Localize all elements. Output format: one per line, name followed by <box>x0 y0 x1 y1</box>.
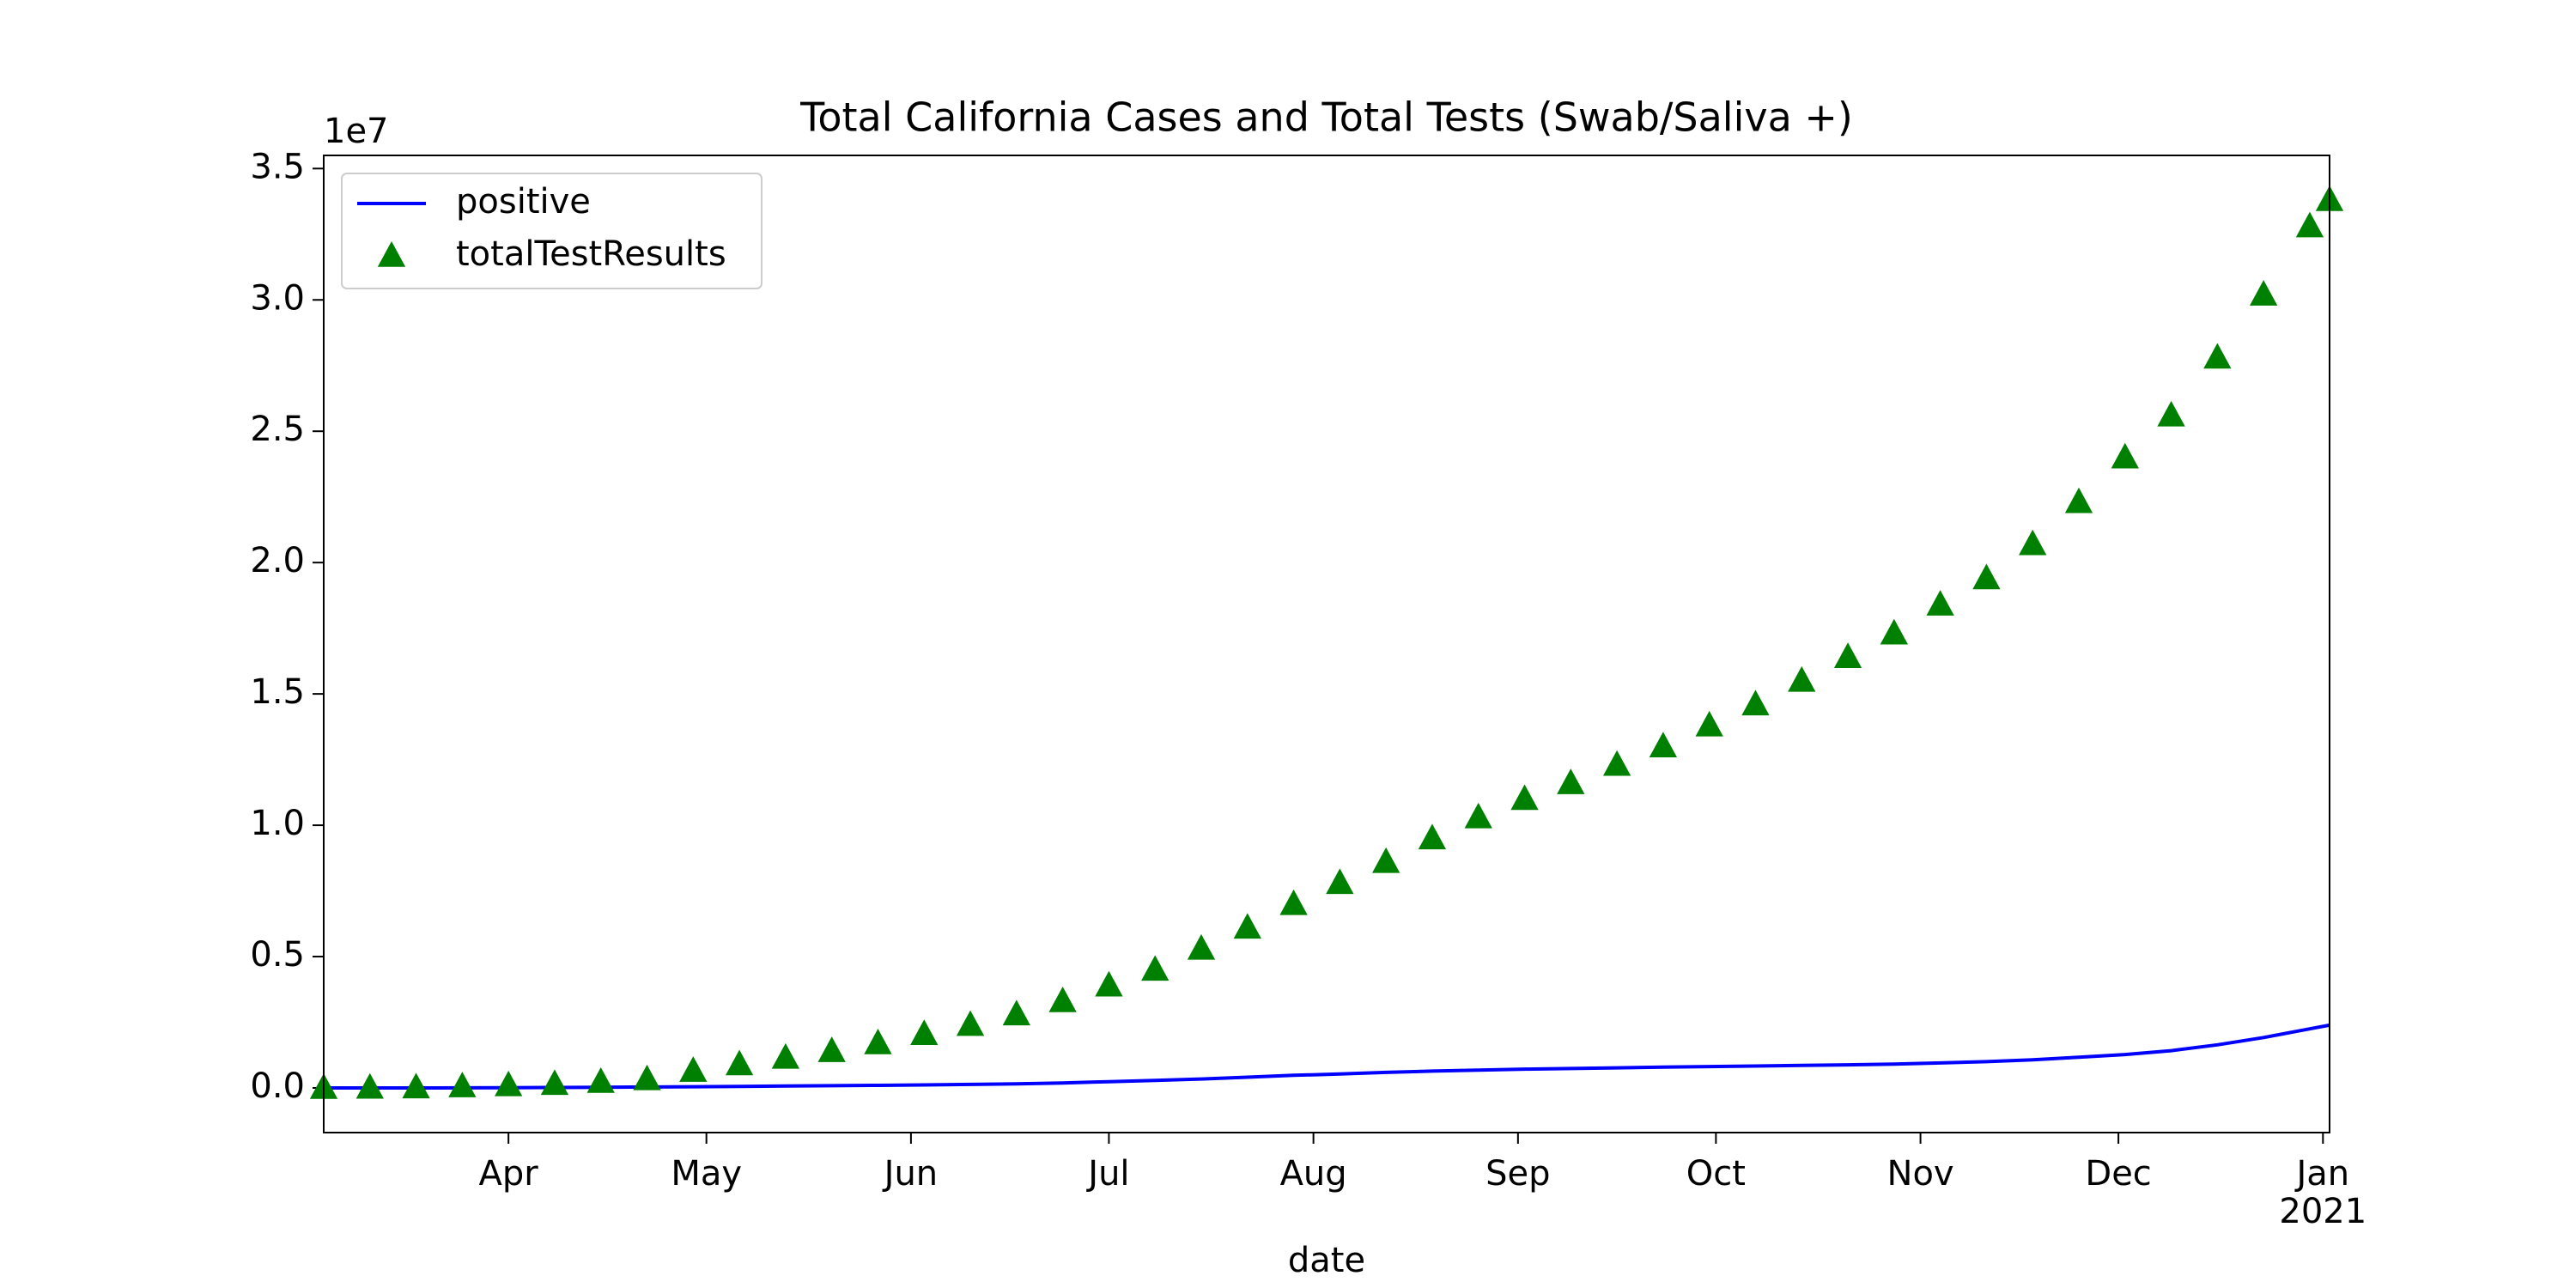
triangle-marker <box>540 1069 569 1096</box>
triangle-marker <box>1095 970 1123 997</box>
y-tick-label: 2.5 <box>250 410 305 449</box>
triangle-marker <box>355 1072 384 1099</box>
x-tick-label: Jun <box>882 1154 939 1194</box>
triangle-marker <box>402 1072 430 1099</box>
triangle-marker <box>1649 732 1678 758</box>
triangle-marker <box>2157 400 2185 427</box>
y-tick-label: 3.5 <box>250 147 305 186</box>
triangle-marker <box>2064 487 2093 513</box>
chart-title: Total California Cases and Total Tests (… <box>799 94 1853 141</box>
x-tick-label: Dec <box>2085 1154 2151 1194</box>
triangle-marker <box>1326 868 1354 895</box>
x-tick-label: Jan <box>2293 1154 2349 1194</box>
triangle-marker <box>1372 847 1400 873</box>
triangle-marker <box>817 1036 846 1062</box>
y-tick-label: 1.5 <box>250 672 305 712</box>
triangle-marker <box>1741 690 1770 716</box>
triangle-marker <box>1695 710 1723 737</box>
series-line <box>324 1023 2330 1090</box>
x-tick-label: Jul <box>1085 1154 1129 1194</box>
triangle-marker <box>679 1056 708 1082</box>
legend-box <box>341 173 762 289</box>
plot-frame <box>323 155 2330 1133</box>
x-tick-sublabel: 2021 <box>2279 1192 2366 1231</box>
legend-marker <box>377 241 406 267</box>
triangle-marker <box>1141 955 1170 981</box>
triangle-marker <box>495 1070 523 1097</box>
y-tick-label: 1.0 <box>250 804 305 843</box>
y-offset-label: 1e7 <box>324 112 389 151</box>
triangle-marker <box>956 1010 985 1036</box>
x-tick-label: Apr <box>479 1154 539 1194</box>
legend-label: totalTestResults <box>456 234 726 274</box>
triangle-marker <box>1002 999 1030 1026</box>
triangle-marker <box>1833 642 1862 669</box>
triangle-marker <box>448 1072 477 1097</box>
x-axis-label: date <box>1288 1241 1365 1280</box>
triangle-marker <box>2250 280 2278 306</box>
x-tick-label: May <box>671 1154 742 1194</box>
triangle-marker <box>1464 802 1492 829</box>
x-tick-label: Sep <box>1485 1154 1550 1194</box>
triangle-marker <box>1788 665 1816 692</box>
x-tick-label: Nov <box>1887 1154 1954 1194</box>
legend-label: positive <box>456 182 591 222</box>
triangle-marker <box>2295 211 2324 238</box>
triangle-marker <box>1187 933 1216 960</box>
triangle-marker <box>910 1019 939 1046</box>
triangle-marker <box>771 1042 800 1069</box>
triangle-marker <box>1048 987 1077 1012</box>
triangle-marker <box>2019 529 2047 556</box>
triangle-marker <box>1418 823 1447 850</box>
triangle-marker <box>1279 889 1308 915</box>
y-tick-label: 2.0 <box>250 541 305 580</box>
triangle-marker <box>1510 784 1539 811</box>
triangle-marker <box>633 1064 661 1091</box>
y-tick-label: 3.0 <box>250 278 305 318</box>
y-tick-label: 0.5 <box>250 935 305 975</box>
x-tick-label: Aug <box>1280 1154 1347 1194</box>
triangle-marker <box>725 1049 754 1076</box>
triangle-marker <box>1557 769 1585 794</box>
triangle-marker <box>1602 750 1631 776</box>
triangle-marker <box>1926 590 1954 616</box>
x-tick-label: Oct <box>1686 1154 1746 1194</box>
triangle-marker <box>864 1028 892 1054</box>
triangle-marker <box>1880 618 1908 645</box>
triangle-marker <box>1233 913 1261 939</box>
y-tick-label: 0.0 <box>250 1066 305 1106</box>
triangle-marker <box>586 1066 615 1093</box>
triangle-marker <box>1972 563 2001 590</box>
triangle-marker <box>2203 343 2232 369</box>
triangle-marker <box>2111 442 2139 469</box>
